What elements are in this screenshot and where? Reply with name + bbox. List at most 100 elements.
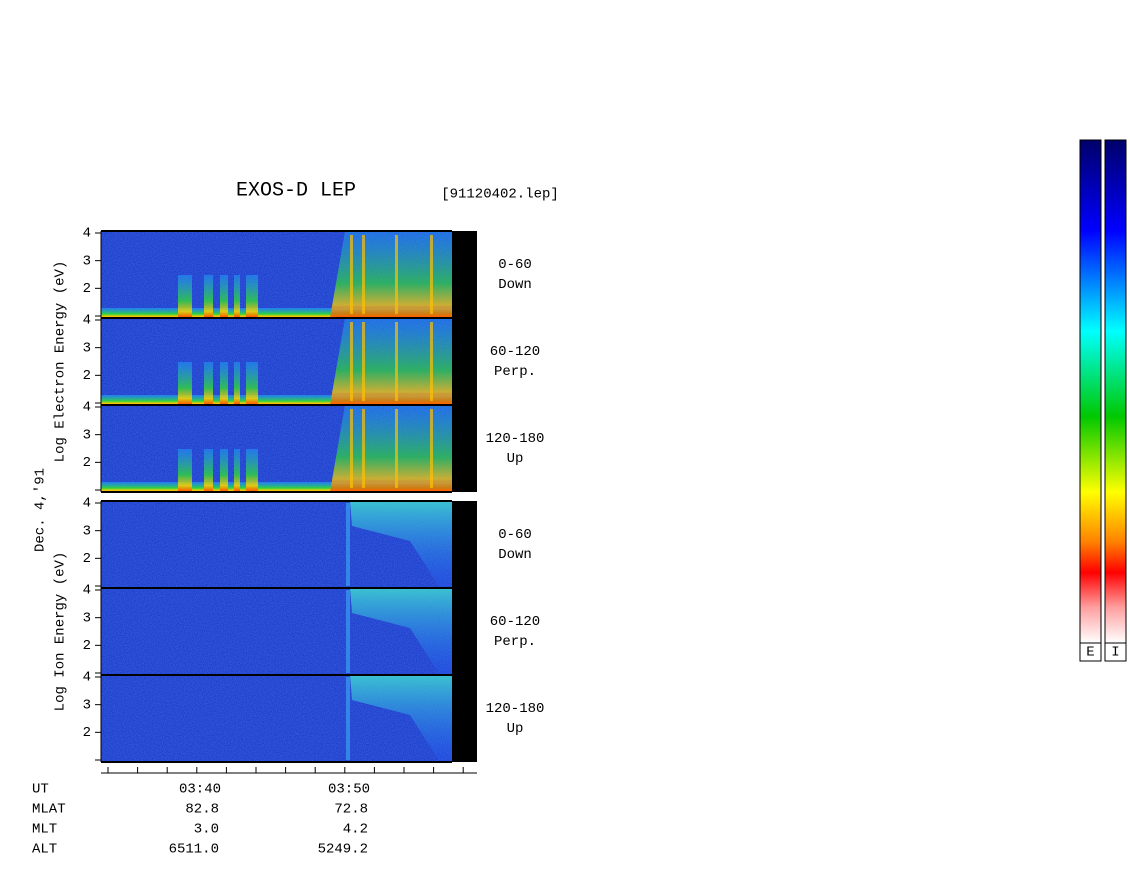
burst (234, 275, 240, 318)
streak (395, 409, 398, 488)
ion-region (350, 675, 452, 762)
burst (220, 275, 228, 318)
orbit-value: 6511.0 (169, 842, 219, 858)
no-data (452, 231, 477, 318)
no-data (452, 405, 477, 492)
y-tick-label: 2 (83, 725, 91, 741)
y-tick-label: 3 (83, 253, 91, 269)
streak (430, 409, 433, 488)
streak (430, 322, 433, 401)
no-data (452, 675, 477, 762)
burst (246, 449, 258, 492)
panel-sublabel: Down (498, 547, 532, 563)
orbit-value: 82.8 (185, 802, 219, 818)
x-tick-label: 03:50 (328, 782, 370, 798)
burst (178, 275, 192, 318)
y-tick-label: 3 (83, 697, 91, 713)
ion-streak (346, 590, 350, 673)
no-data (452, 588, 477, 675)
orbit-label: MLT (32, 822, 57, 838)
panel-sublabel: Perp. (494, 634, 536, 650)
colorbar-label: I (1111, 645, 1119, 661)
y-tick-label: 2 (83, 551, 91, 567)
panel-label: 120-180 (486, 701, 545, 717)
burst (246, 362, 258, 405)
ion-region (350, 501, 452, 588)
y-tick-label: 4 (83, 496, 91, 512)
y-tick-label: 4 (83, 313, 91, 329)
y-tick-label: 4 (83, 583, 91, 599)
colorbar-label: E (1086, 645, 1094, 661)
orbit-label: UT (32, 782, 49, 798)
x-tick-label: 03:40 (179, 782, 221, 798)
y-tick-label: 3 (83, 523, 91, 539)
burst (178, 362, 192, 405)
colorbar (1104, 139, 1127, 644)
ion-region (350, 588, 452, 675)
burst (178, 449, 192, 492)
low-energy-band (101, 482, 452, 492)
panel-sublabel: Up (507, 451, 524, 467)
y-tick-label: 2 (83, 455, 91, 471)
panel-label: 120-180 (486, 431, 545, 447)
active-region (330, 405, 452, 492)
y-tick-label: 4 (83, 670, 91, 686)
burst (204, 449, 213, 492)
burst (246, 275, 258, 318)
panel-sublabel: Perp. (494, 364, 536, 380)
panel-label: 0-60 (498, 527, 532, 543)
y-tick-label: 4 (83, 226, 91, 242)
streak (350, 322, 353, 401)
colorbar-label-box (1079, 642, 1102, 662)
panel-sublabel: Up (507, 721, 524, 737)
burst (220, 362, 228, 405)
low-energy-band (101, 308, 452, 318)
panel-label: 0-60 (498, 257, 532, 273)
y-tick-label: 4 (83, 400, 91, 416)
orbit-value: 72.8 (334, 802, 368, 818)
orbit-value: 3.0 (194, 822, 219, 838)
burst (234, 449, 240, 492)
orbit-value: 4.2 (343, 822, 368, 838)
orbit-label: ALT (32, 842, 57, 858)
orbit-value: 5249.2 (318, 842, 368, 858)
burst (204, 275, 213, 318)
active-region (330, 318, 452, 405)
y-tick-label: 2 (83, 368, 91, 384)
colorbar-label-box (1104, 642, 1127, 662)
no-data (452, 318, 477, 405)
orbit-label: MLAT (32, 802, 66, 818)
ion-streak (346, 677, 350, 760)
streak (362, 322, 365, 401)
panel-label: 60-120 (490, 614, 540, 630)
streak (395, 322, 398, 401)
low-energy-band (101, 395, 452, 405)
burst (234, 362, 240, 405)
y-tick-label: 2 (83, 281, 91, 297)
file-name: [91120402.lep] (441, 187, 559, 203)
colorbar (1079, 139, 1102, 644)
active-region (330, 231, 452, 318)
panel-label: 60-120 (490, 344, 540, 360)
streak (362, 409, 365, 488)
ion-streak (346, 503, 350, 586)
streak (430, 235, 433, 314)
streak (350, 409, 353, 488)
streak (362, 235, 365, 314)
y-tick-label: 3 (83, 610, 91, 626)
y-tick-label: 3 (83, 427, 91, 443)
title: EXOS-D LEP (236, 179, 356, 202)
panel-sublabel: Down (498, 277, 532, 293)
no-data (452, 501, 477, 588)
group-label: Log Electron Energy (eV) (53, 261, 69, 463)
y-tick-label: 2 (83, 638, 91, 654)
y-tick-label: 3 (83, 340, 91, 356)
burst (220, 449, 228, 492)
burst (204, 362, 213, 405)
streak (395, 235, 398, 314)
date: Dec. 4,'91 (33, 468, 49, 552)
group-label: Log Ion Energy (eV) (53, 552, 69, 712)
streak (350, 235, 353, 314)
